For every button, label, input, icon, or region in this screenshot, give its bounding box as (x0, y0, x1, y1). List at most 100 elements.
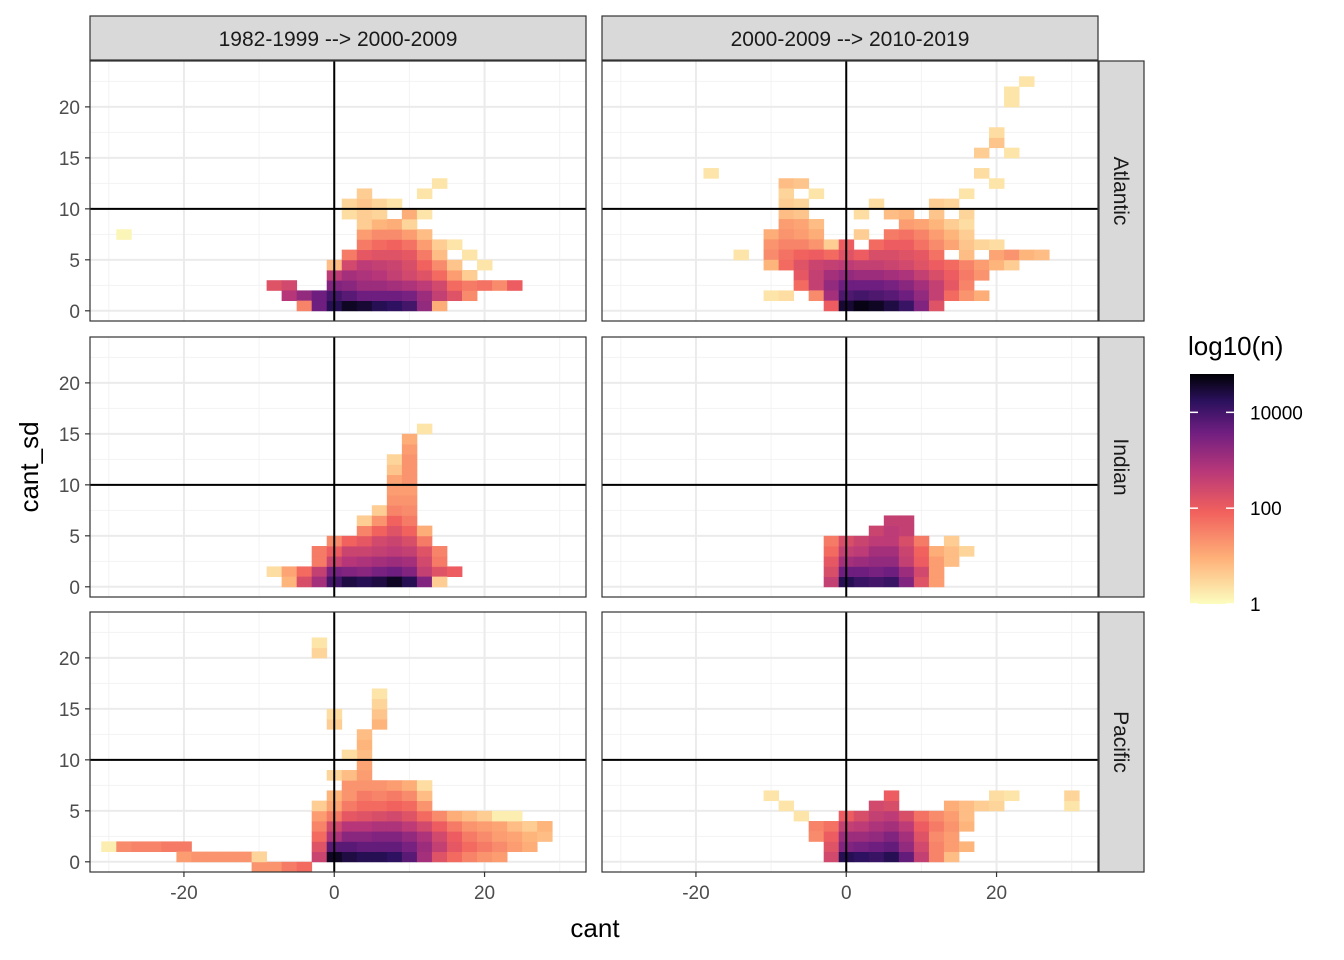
heatmap-tile (943, 546, 960, 557)
heatmap-tile (778, 259, 795, 271)
heatmap-tile (386, 525, 403, 537)
heatmap-tile (883, 790, 900, 802)
heatmap-tile (431, 546, 448, 557)
heatmap-tile (928, 810, 945, 822)
heatmap-tile (356, 208, 373, 220)
heatmap-tile (386, 464, 403, 476)
heatmap-tile (868, 259, 885, 271)
heatmap-tile (446, 270, 463, 281)
heatmap-tile (416, 239, 433, 251)
heatmap-tile (356, 739, 373, 751)
heatmap-tile (853, 535, 870, 547)
x-tick-label: 0 (329, 883, 340, 904)
heatmap-tile (462, 841, 478, 853)
heatmap-tile (341, 249, 358, 261)
heatmap-tile (974, 168, 990, 179)
heatmap-tile (868, 198, 885, 210)
heatmap-tile (778, 800, 795, 812)
heatmap-tile (778, 229, 795, 240)
heatmap-tile (823, 300, 840, 312)
heatmap-tile (793, 198, 810, 210)
heatmap-tile (431, 249, 448, 261)
heatmap-tile (356, 239, 373, 251)
heatmap-tile (401, 454, 418, 465)
heatmap-tile (356, 300, 373, 312)
panel-border (89, 336, 587, 598)
heatmap-tile (416, 821, 433, 832)
heatmap-tile (868, 810, 885, 822)
heatmap-tile (356, 515, 373, 527)
heatmap-tile (431, 556, 448, 567)
heatmap-tile (883, 208, 900, 220)
heatmap-tile (386, 198, 403, 210)
heatmap-tile (356, 566, 373, 578)
heatmap-tile (958, 810, 975, 822)
heatmap-tile (823, 556, 840, 567)
heatmap-tile (989, 127, 1005, 138)
heatmap-tile (868, 535, 885, 547)
heatmap-tile (808, 831, 825, 842)
heatmap-tile (823, 821, 840, 832)
heatmap-tile (401, 300, 418, 312)
x-tick-label: -20 (682, 883, 709, 904)
heatmap-tile (808, 229, 825, 240)
heatmap-tile (416, 800, 433, 812)
heatmap-tile (522, 831, 538, 842)
panel-border (89, 611, 587, 873)
heatmap-tile (868, 566, 885, 578)
heatmap-tile (763, 259, 780, 271)
heatmap-tile (386, 259, 403, 271)
heatmap-tile (371, 290, 388, 302)
heatmap-tile (371, 505, 388, 516)
heatmap-tile (898, 280, 915, 291)
heatmap-tile (913, 576, 930, 588)
heatmap-tile (431, 566, 448, 578)
heatmap-tile (522, 821, 538, 832)
heatmap-tile (883, 249, 900, 261)
heatmap-tile (386, 300, 403, 312)
heatmap-tile (974, 290, 990, 302)
heatmap-tile (281, 280, 298, 291)
heatmap-tile (416, 423, 433, 435)
heatmap-tile (883, 239, 900, 251)
heatmap-tile (446, 280, 463, 291)
heatmap-tile (431, 239, 448, 251)
heatmap-tile (898, 546, 915, 557)
row-strip-label: Indian (1109, 438, 1132, 495)
heatmap-tile (868, 270, 885, 281)
heatmap-tile (537, 831, 553, 842)
heatmap-tile (763, 239, 780, 251)
heatmap-tile (943, 821, 960, 832)
heatmap-tile (341, 546, 358, 557)
heatmap-tile (868, 249, 885, 261)
heatmap-tile (446, 810, 463, 822)
heatmap-tile (371, 719, 388, 730)
heatmap-tile (958, 259, 975, 271)
heatmap-tile (431, 841, 448, 853)
heatmap-tile (356, 270, 373, 281)
row-strip-label: Atlantic (1109, 157, 1132, 226)
heatmap-tile (492, 810, 508, 822)
heatmap-tile (823, 831, 840, 842)
heatmap-tile (928, 208, 945, 220)
heatmap-tile (356, 821, 373, 832)
heatmap-tile (356, 290, 373, 302)
heatmap-tile (883, 576, 900, 588)
heatmap-tile (371, 229, 388, 240)
heatmap-tile (386, 495, 403, 506)
heatmap-tile (989, 259, 1005, 271)
y-tick-label: 15 (59, 700, 80, 721)
heatmap-tile (808, 270, 825, 281)
heatmap-tile (416, 259, 433, 271)
heatmap-tile (913, 270, 930, 281)
heatmap-tile (356, 198, 373, 210)
heatmap-tile (311, 647, 328, 659)
heatmap-tile (416, 525, 433, 537)
heatmap-tile (778, 290, 795, 302)
heatmap-tile (808, 239, 825, 251)
heatmap-tile (913, 535, 930, 547)
heatmap-tile (371, 198, 388, 210)
heatmap-tile (763, 290, 780, 302)
heatmap-tile (116, 841, 132, 853)
heatmap-tile (868, 239, 885, 251)
